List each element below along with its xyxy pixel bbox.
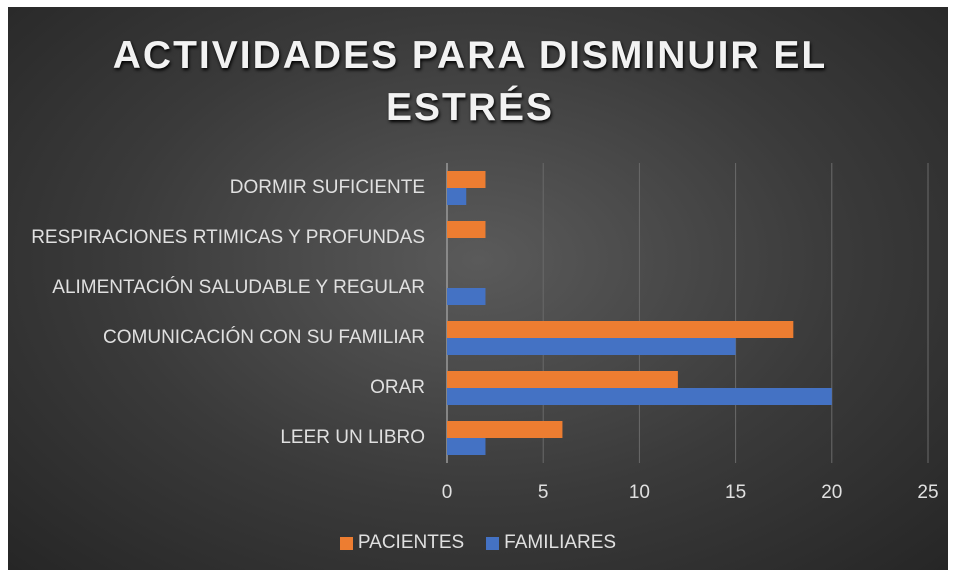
x-tick-label: 5 [538,482,549,503]
bar [447,288,486,305]
legend-item: PACIENTES [339,532,465,554]
y-tick-label: COMUNICACIÓN CON SU FAMILIAR [103,326,425,348]
x-tick-label: 15 [725,482,746,503]
y-tick-label: RESPIRACIONES RTIMICAS Y PROFUNDAS [31,227,425,248]
bar [447,171,486,188]
legend-swatch [339,536,353,550]
bar [447,421,563,438]
legend-label: FAMILIARES [504,532,617,553]
y-tick-label: ORAR [370,377,425,398]
legend: PACIENTES FAMILIARES [0,532,956,554]
x-tick-label: 10 [629,482,650,503]
bar [447,188,467,205]
x-tick-label: 20 [821,482,842,503]
bar [447,438,486,455]
bar [447,338,736,355]
bar [447,371,678,388]
legend-item: FAMILIARES [486,532,616,554]
x-tick-label: 25 [917,482,938,503]
x-tick-label: 0 [442,482,453,503]
legend-swatch [486,536,500,550]
bar [447,221,486,238]
y-tick-label: ALIMENTACIÓN SALUDABLE Y REGULAR [52,276,425,298]
y-tick-label: LEER UN LIBRO [280,427,425,448]
bar [447,321,794,338]
chart-title: ACTIVIDADES PARA DISMINUIR EL ESTRÉS [112,34,828,129]
y-tick-label: DORMIR SUFICIENTE [230,177,425,198]
legend-label: PACIENTES [357,532,465,553]
bar [447,388,832,405]
